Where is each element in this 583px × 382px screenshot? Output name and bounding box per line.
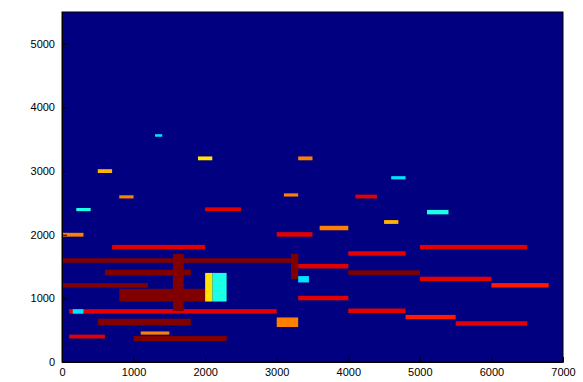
y-tick-mark (62, 171, 67, 172)
x-tick: 6000 (480, 357, 504, 378)
y-tick-label: 2000 (31, 229, 55, 241)
cell (284, 193, 298, 196)
y-tick-label: 5000 (31, 38, 55, 50)
y-axis-line (62, 13, 63, 363)
cell (277, 232, 313, 236)
cell (355, 195, 376, 199)
x-tick-mark (491, 357, 492, 362)
cell (348, 270, 420, 274)
plot: 0 1000 2000 3000 4000 5000 6000 7000 0 1000 2000 30… (31, 12, 576, 378)
y-tick: 5000 (31, 38, 67, 50)
cell (205, 207, 241, 211)
cell (98, 169, 112, 173)
cell (112, 245, 205, 249)
y-tick: 3000 (31, 165, 67, 177)
y-tick: 0 (49, 356, 67, 368)
y-tick: 1000 (31, 292, 67, 304)
cell (76, 208, 90, 211)
y-tick: 4000 (31, 101, 67, 113)
cell (134, 336, 227, 341)
cell (119, 195, 133, 198)
chart: 0 1000 2000 3000 4000 5000 6000 7000 0 1000 2000 30… (0, 0, 583, 382)
cell (119, 289, 205, 302)
cell (320, 226, 349, 230)
cell (348, 309, 405, 313)
cell (298, 264, 348, 268)
y-tick-label: 3000 (31, 165, 55, 177)
x-tick: 1000 (122, 357, 146, 378)
y-tick: 2000 (31, 229, 67, 241)
x-tick-label: 1000 (122, 366, 146, 378)
y-tick-label: 0 (49, 356, 55, 368)
cell (391, 176, 405, 179)
cell (62, 233, 83, 237)
y-tick-mark (62, 44, 67, 45)
cell (491, 283, 548, 287)
cell (420, 245, 527, 249)
x-tick-mark (563, 357, 564, 362)
cell (298, 156, 312, 160)
cell (456, 321, 528, 325)
y-tick-mark (62, 107, 67, 108)
x-tick-mark (348, 357, 349, 362)
cell (277, 317, 298, 327)
x-tick-mark (420, 357, 421, 362)
x-tick-mark (205, 357, 206, 362)
cell (73, 309, 84, 313)
cell (98, 319, 191, 325)
plot-background (62, 12, 563, 362)
x-tick-label: 7000 (551, 366, 575, 378)
cell (62, 283, 148, 287)
x-axis-line (63, 362, 564, 363)
cell (141, 331, 170, 334)
cell (298, 296, 348, 300)
y-tick-mark (62, 235, 67, 236)
cell (406, 315, 456, 319)
x-tick-label: 5000 (408, 366, 432, 378)
x-tick: 7000 (551, 357, 575, 378)
y-tick-label: 4000 (31, 101, 55, 113)
y-axis: 0 1000 2000 3000 4000 5000 (31, 13, 67, 369)
y-tick-mark (62, 298, 67, 299)
cell (427, 210, 448, 214)
plot-frame (62, 12, 563, 362)
cell (384, 220, 398, 224)
x-tick-mark (134, 357, 135, 362)
cell (155, 134, 162, 137)
cells (62, 12, 563, 362)
x-tick: 5000 (408, 357, 432, 378)
cell (173, 254, 184, 311)
x-tick-label: 3000 (265, 366, 289, 378)
x-tick: 3000 (265, 357, 289, 378)
cell (291, 254, 298, 279)
x-tick-label: 0 (59, 366, 65, 378)
cell (298, 276, 309, 282)
x-axis: 0 1000 2000 3000 4000 5000 6000 7000 (59, 357, 575, 378)
x-tick-label: 4000 (337, 366, 361, 378)
y-tick-mark (62, 362, 67, 363)
cell (198, 156, 212, 160)
x-tick-mark (277, 357, 278, 362)
x-tick: 2000 (193, 357, 217, 378)
x-tick-label: 2000 (193, 366, 217, 378)
x-tick: 4000 (337, 357, 361, 378)
cell (212, 273, 226, 302)
x-tick-label: 6000 (480, 366, 504, 378)
cell (205, 273, 212, 302)
y-tick-label: 1000 (31, 292, 55, 304)
cell (420, 277, 492, 281)
cell (348, 251, 405, 255)
cell (69, 335, 105, 339)
